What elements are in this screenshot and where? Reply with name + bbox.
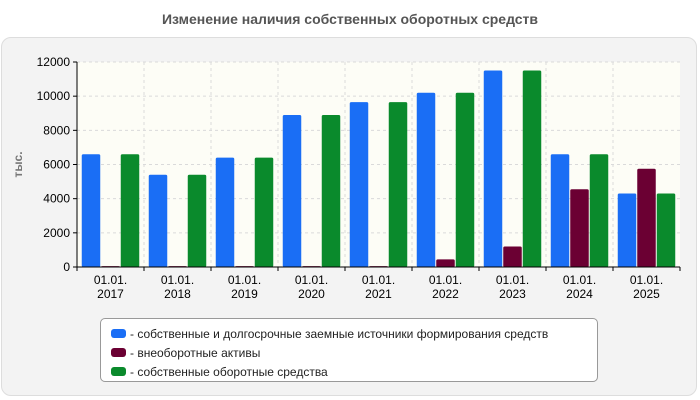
bar-series-1-1: [81, 154, 101, 267]
y-tick-label: 6000: [43, 158, 70, 172]
legend-item-sources: - собственные и долгосрочные заемные ист…: [101, 324, 597, 343]
bar-series-3-5: [388, 102, 408, 267]
bar-series-2-8: [570, 189, 589, 267]
y-tick-label: 8000: [43, 123, 70, 137]
legend: - собственные и долгосрочные заемные ист…: [100, 318, 598, 382]
x-tick-label: 01.01. 2019: [228, 273, 261, 301]
y-tick-label: 2000: [43, 226, 70, 240]
x-tick-labels: 01.01. 2017 01.01. 2018 01.01. 2019 01.01. 2020…: [94, 273, 663, 301]
bar-series-3-2: [187, 174, 207, 267]
legend-swatch-noncurrent-assets: [111, 348, 126, 357]
x-tick-label: 01.01. 2018: [161, 273, 194, 301]
bar-series-2-7: [503, 246, 522, 267]
bar-series-3-9: [656, 193, 676, 267]
chart-title: Изменение наличия собственных оборотных …: [161, 11, 539, 27]
bars-group: [81, 70, 676, 268]
bar-series-1-5: [349, 102, 369, 267]
x-tick-label: 01.01. 2017: [94, 273, 127, 301]
legend-label-working-capital: - собственные оборотные средства: [130, 364, 328, 379]
y-tick-label: 0: [63, 260, 70, 274]
y-tick-label: 12000: [37, 55, 71, 69]
bar-series-3-7: [522, 70, 542, 268]
axes-group: [73, 61, 681, 271]
bar-series-3-3: [254, 157, 274, 267]
bar-series-1-6: [416, 92, 436, 267]
y-tick-labels: 0 2000 4000 6000 8000 10000 12000: [37, 55, 71, 274]
y-axis-label: тыс.: [11, 151, 25, 177]
x-tick-label: 01.01. 2020: [295, 273, 328, 301]
x-tick-label: 01.01. 2024: [563, 273, 596, 301]
bar-series-1-2: [148, 174, 168, 267]
x-tick-label: 01.01. 2021: [362, 273, 395, 301]
bar-series-2-6: [436, 259, 455, 267]
bar-series-3-8: [589, 154, 609, 267]
legend-swatch-working-capital: [111, 367, 126, 376]
legend-item-working-capital: - собственные оборотные средства: [101, 362, 597, 381]
x-tick-label: 01.01. 2022: [429, 273, 462, 301]
legend-swatch-sources: [111, 329, 126, 338]
legend-label-sources: - собственные и долгосрочные заемные ист…: [130, 326, 549, 341]
legend-item-noncurrent-assets: - внеоборотные активы: [101, 343, 597, 362]
bar-series-1-8: [550, 154, 570, 267]
y-tick-label: 4000: [43, 192, 70, 206]
bar-series-1-4: [282, 114, 302, 267]
grid-lines: [77, 61, 680, 267]
bar-series-1-9: [617, 193, 637, 267]
x-tick-label: 01.01. 2023: [496, 273, 529, 301]
y-tick-label: 10000: [37, 89, 71, 103]
bar-series-3-6: [455, 92, 475, 267]
bar-series-2-9: [637, 168, 656, 267]
legend-label-noncurrent-assets: - внеоборотные активы: [130, 345, 261, 360]
bar-series-3-4: [321, 114, 341, 267]
bar-series-3-1: [120, 154, 140, 267]
bar-series-1-7: [483, 70, 503, 268]
bar-series-1-3: [215, 157, 235, 267]
x-tick-label: 01.01. 2025: [630, 273, 663, 301]
